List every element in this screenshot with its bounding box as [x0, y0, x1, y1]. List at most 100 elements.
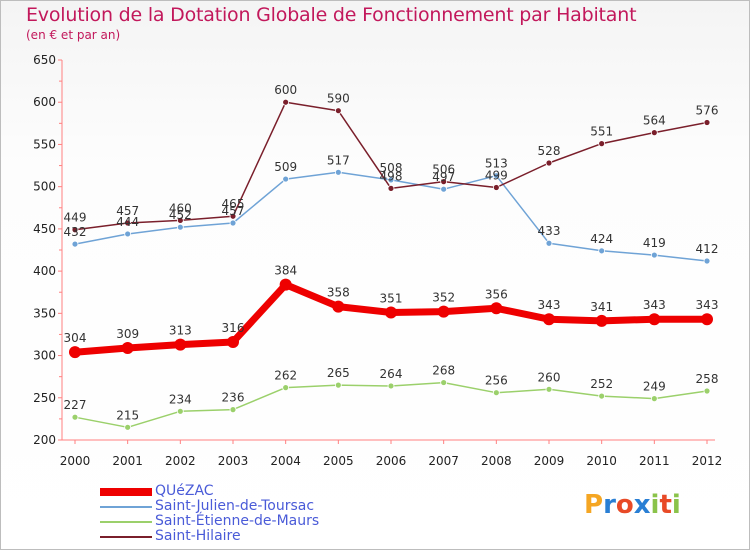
data-label: 316: [222, 321, 245, 335]
x-tick-label: 2001: [112, 454, 143, 468]
data-point: [334, 168, 342, 176]
data-label: 313: [169, 324, 192, 338]
data-point: [334, 381, 342, 389]
data-point: [437, 305, 450, 318]
data-point: [492, 172, 500, 180]
data-point: [282, 98, 290, 106]
logo-letter: o: [615, 490, 634, 520]
data-label: 249: [643, 380, 666, 394]
data-label: 265: [327, 366, 350, 380]
data-point: [176, 217, 184, 224]
data-label: 343: [538, 298, 561, 312]
data-point: [71, 226, 79, 234]
data-point: [124, 219, 132, 227]
data-label: 457: [116, 204, 139, 218]
data-label: 460: [169, 201, 192, 215]
data-point: [492, 184, 500, 191]
data-label: 358: [327, 286, 350, 300]
y-tick-label: 300: [33, 349, 56, 363]
y-tick-label: 500: [33, 180, 56, 194]
x-tick-label: 2012: [692, 454, 723, 468]
data-label: 256: [485, 374, 508, 388]
data-point: [387, 184, 395, 192]
data-label: 424: [590, 232, 613, 246]
data-point: [176, 223, 184, 231]
data-point: [124, 230, 132, 238]
data-label: 528: [538, 144, 561, 158]
data-label: 513: [485, 157, 508, 171]
data-label: 343: [696, 298, 719, 312]
data-label: 432: [64, 225, 87, 239]
data-label: 465: [222, 197, 245, 211]
data-point: [545, 239, 553, 247]
data-label: 260: [538, 370, 561, 384]
data-label: 309: [116, 327, 139, 341]
data-point: [71, 413, 79, 421]
axes: 200 250 300 350 400 450 500 550 600 650 2000 2001 20…: [33, 53, 722, 468]
data-point: [176, 407, 184, 415]
data-label: 343: [643, 298, 666, 312]
data-point: [440, 178, 448, 186]
data-point: [174, 338, 187, 351]
chart-subtitle: (en € et par an): [26, 28, 121, 42]
data-label: 600: [274, 83, 297, 97]
legend-swatch: [100, 521, 152, 523]
data-point: [227, 336, 239, 349]
data-label: 227: [64, 398, 87, 412]
logo-letter: r: [603, 490, 616, 520]
x-tick-label: 2008: [481, 454, 512, 468]
data-labels: 227 215 234 236 262 265 264 268 256 260 252 249 258 4…: [64, 83, 719, 422]
data-label: 412: [696, 242, 719, 256]
x-tick-label: 2002: [165, 454, 196, 468]
data-point: [650, 395, 658, 403]
x-tick-label: 2006: [376, 454, 407, 468]
y-tick-label: 350: [33, 306, 56, 320]
data-point: [69, 346, 81, 359]
data-point: [490, 302, 503, 315]
data-label: 576: [696, 103, 719, 117]
data-label: 262: [274, 369, 297, 383]
data-point: [332, 300, 345, 313]
x-tick-label: 2007: [428, 454, 459, 468]
data-point: [121, 341, 134, 354]
data-label: 268: [432, 364, 455, 378]
data-label: 356: [485, 287, 508, 301]
data-label: 564: [643, 114, 666, 128]
data-label: 352: [432, 291, 455, 305]
series-layer: [69, 98, 713, 431]
data-point: [648, 313, 661, 326]
data-label: 497: [432, 170, 455, 184]
data-point: [595, 314, 608, 327]
data-point: [492, 389, 500, 397]
x-tick-label: 2010: [586, 454, 617, 468]
data-point: [598, 247, 606, 255]
data-label: 452: [169, 208, 192, 222]
data-point: [598, 140, 606, 148]
data-point: [334, 107, 342, 115]
logo-letter: i: [650, 490, 660, 520]
data-label: 234: [169, 392, 192, 406]
data-point: [703, 257, 711, 265]
data-label: 498: [380, 169, 403, 183]
data-label: 264: [380, 367, 403, 381]
logo-letter: x: [633, 490, 651, 520]
data-point: [279, 278, 292, 291]
data-label: 444: [116, 215, 139, 229]
data-point: [598, 392, 606, 400]
data-point: [387, 382, 395, 390]
data-label: 258: [696, 372, 719, 386]
legend-label: QUéZAC: [155, 483, 214, 499]
data-label: 252: [590, 377, 613, 391]
data-label: 506: [432, 163, 455, 177]
y-tick-label: 650: [33, 53, 56, 67]
logo-letter: t: [659, 490, 672, 520]
data-point: [650, 251, 658, 259]
y-tick-label: 550: [33, 137, 56, 151]
logo-letter: i: [671, 490, 681, 520]
data-label: 215: [116, 408, 139, 422]
legend-label: Saint-Julien-de-Toursac: [155, 498, 315, 514]
data-point: [650, 129, 658, 137]
data-point: [440, 379, 448, 386]
legend-swatch: [100, 488, 152, 496]
